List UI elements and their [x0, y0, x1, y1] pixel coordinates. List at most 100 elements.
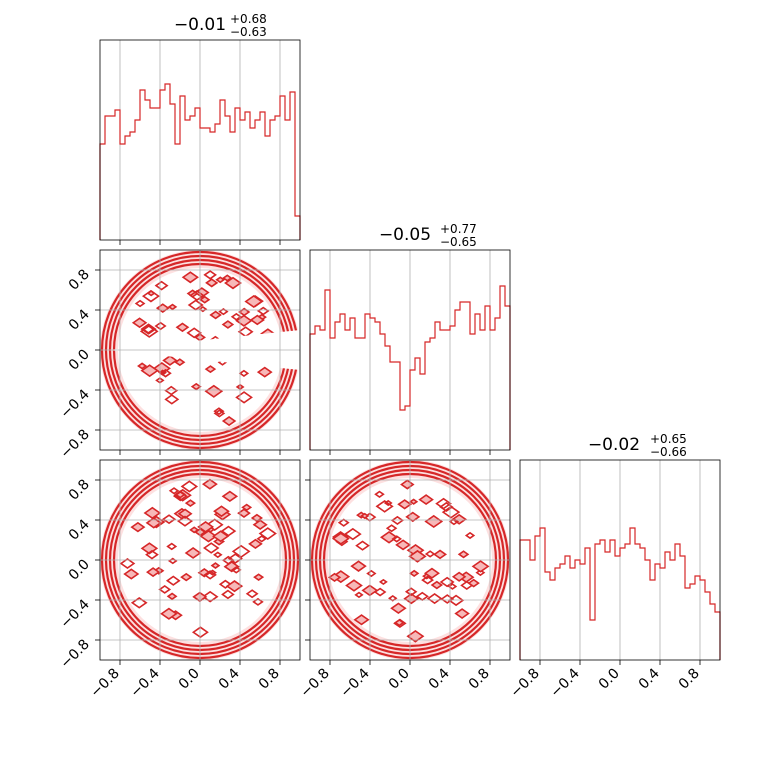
- contour-island: [160, 607, 178, 620]
- contour-island: [221, 415, 237, 427]
- contour-island: [158, 584, 172, 594]
- contour-island: [131, 317, 148, 329]
- contour-island: [230, 312, 242, 321]
- contour-island: [165, 575, 181, 586]
- contour-island: [464, 531, 476, 540]
- contour-island: [197, 520, 215, 533]
- contour-island: [257, 306, 270, 316]
- x-tick-label: 0.8: [676, 666, 703, 693]
- contour-island: [471, 560, 490, 573]
- contour-frame-1: [99, 249, 301, 451]
- contour-island: [202, 542, 220, 554]
- contour-island: [223, 560, 240, 573]
- contour-island: [168, 487, 180, 495]
- x-tick-label: 0.8: [466, 666, 493, 693]
- contour-island: [435, 497, 452, 510]
- x-tick-label: 0.4: [216, 665, 243, 692]
- contour-island: [237, 326, 254, 338]
- contour-island: [145, 567, 161, 578]
- contour-island: [421, 575, 435, 585]
- y-tick-label: 0.4: [66, 516, 93, 543]
- contour-island: [360, 512, 370, 520]
- contour-island: [220, 525, 237, 537]
- contour-island: [167, 303, 178, 311]
- contour-island: [189, 526, 200, 534]
- contour-island: [225, 580, 244, 593]
- contour-island: [140, 364, 159, 378]
- contour-island: [345, 579, 363, 592]
- contour-island: [390, 602, 407, 615]
- y-tick-label: 0.0: [66, 557, 93, 584]
- title-param-1: −0.01: [174, 15, 226, 35]
- contour-island: [154, 321, 167, 331]
- y-tick-label: −0.4: [57, 596, 92, 631]
- contour-island: [145, 549, 159, 560]
- contour-island: [213, 407, 225, 416]
- title-param-1-plus: +0.68: [230, 12, 267, 26]
- contour-island: [168, 557, 178, 565]
- contour-island: [256, 535, 267, 543]
- contour-island: [440, 594, 455, 604]
- contour-island: [355, 540, 370, 551]
- contour-island: [191, 626, 209, 639]
- contour-island: [221, 490, 239, 503]
- x-tick-label: −0.4: [337, 665, 372, 700]
- contour-island: [134, 299, 146, 308]
- title-param-3-plus: +0.65: [650, 432, 687, 446]
- contour-island: [189, 290, 205, 302]
- contour-island: [209, 310, 222, 320]
- contour-island: [213, 505, 230, 518]
- contour-island: [404, 587, 418, 597]
- contour-island: [137, 362, 148, 370]
- contour-island: [166, 592, 178, 601]
- contour-island: [467, 578, 480, 588]
- contour-island: [215, 276, 226, 284]
- contour-island: [337, 518, 350, 527]
- contour-island: [350, 560, 367, 572]
- contour-island: [186, 327, 203, 339]
- x-tick-label: 0.0: [596, 666, 623, 693]
- contour-island: [363, 512, 377, 522]
- contour-island: [184, 499, 197, 508]
- contour-island: [174, 490, 187, 499]
- contour-island: [204, 384, 224, 398]
- contour-island: [161, 514, 177, 525]
- contour-island: [203, 270, 217, 280]
- contour-island: [378, 578, 388, 586]
- contour-island: [441, 505, 461, 519]
- contour-island: [252, 519, 268, 530]
- contour-island: [451, 571, 467, 582]
- contour-island: [457, 571, 475, 584]
- contour-island: [210, 562, 221, 569]
- contour-island: [213, 551, 223, 559]
- title-param-3-minus: −0.66: [650, 445, 687, 459]
- contour-island: [454, 608, 470, 619]
- contour-island: [162, 355, 178, 366]
- contour-island: [139, 324, 159, 338]
- contour-island: [391, 535, 403, 543]
- contour-island: [394, 618, 405, 627]
- contour-island: [164, 394, 180, 405]
- contour-island: [141, 289, 160, 303]
- contour-island: [221, 320, 235, 329]
- contour-island: [181, 271, 199, 284]
- contour-island: [119, 558, 136, 569]
- contour-island: [380, 530, 399, 544]
- contour-island: [447, 583, 458, 590]
- contour-island: [221, 589, 235, 600]
- contour-island: [354, 591, 364, 599]
- contour-island: [205, 278, 219, 288]
- x-tick-label: 0.0: [176, 666, 203, 693]
- title-param-2-minus: −0.65: [440, 235, 477, 249]
- contour-island: [375, 499, 394, 513]
- contour-island: [418, 494, 434, 506]
- contour-island: [430, 580, 444, 590]
- y-tick-label: 0.8: [66, 267, 93, 294]
- contour-island: [423, 567, 440, 579]
- contour-island: [390, 515, 404, 526]
- contour-island: [457, 550, 470, 559]
- contour-island: [140, 542, 159, 555]
- title-param-1-minus: −0.63: [230, 25, 267, 39]
- contour-island: [130, 596, 148, 609]
- x-tick-label: −0.4: [127, 665, 162, 700]
